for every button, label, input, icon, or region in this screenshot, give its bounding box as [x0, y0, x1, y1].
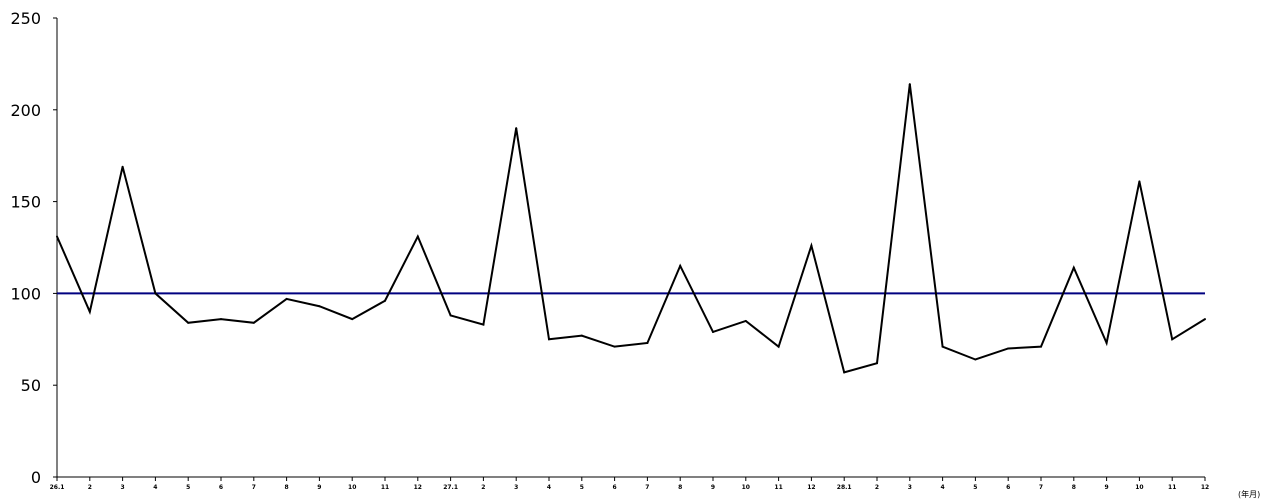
x-tick-label: 3	[121, 484, 125, 491]
data-point	[679, 264, 682, 267]
data-point	[121, 165, 124, 168]
data-point	[154, 292, 157, 295]
x-tick-label: 2	[481, 484, 485, 491]
data-point	[1040, 345, 1042, 348]
x-tick-label: 26.1	[50, 484, 65, 491]
x-tick-label: 9	[711, 484, 715, 491]
y-tick-label: 0	[31, 468, 41, 487]
data-point	[515, 127, 518, 130]
data-point	[908, 83, 911, 86]
x-tick-label: 3	[514, 484, 518, 491]
x-tick-label: 5	[973, 484, 977, 491]
x-tick-label: 7	[252, 484, 256, 491]
data-point	[777, 345, 780, 348]
y-tick-label: 100	[10, 284, 41, 303]
data-point	[252, 321, 255, 324]
x-tick-label: 7	[1039, 484, 1043, 491]
data-point	[384, 299, 386, 302]
data-point	[1204, 318, 1206, 321]
data-point	[1072, 266, 1075, 269]
data-point	[449, 314, 452, 317]
x-tick-label: 27.1	[443, 484, 458, 491]
data-point	[1007, 347, 1010, 350]
x-tick-label: 11	[1168, 484, 1176, 491]
data-point	[416, 235, 419, 238]
x-tick-label: 3	[908, 484, 912, 491]
data-point	[646, 341, 649, 344]
data-point	[482, 323, 485, 326]
x-axis: 26.1 2 3 4 5 6 7 8 9 10 11 12 27.1 2 3 4 5 6 7 8 9 10 11 12 28.1…	[50, 476, 1209, 491]
x-axis-unit-label: (年月)	[1238, 489, 1260, 499]
x-tick-label: 9	[317, 484, 321, 491]
data-point	[941, 345, 944, 348]
y-tick-label: 200	[10, 101, 41, 120]
x-tick-label: 4	[153, 484, 157, 491]
data-point	[187, 321, 190, 324]
x-tick-label: 7	[645, 484, 649, 491]
data-point	[580, 334, 583, 337]
data-point	[712, 330, 714, 333]
x-tick-label: 2	[875, 484, 879, 491]
x-tick-label: 2	[88, 484, 92, 491]
data-point	[88, 310, 91, 313]
x-tick-label: 11	[774, 484, 782, 491]
x-tick-label: 6	[613, 484, 617, 491]
data-point	[843, 371, 846, 374]
y-tick-label: 250	[10, 9, 41, 28]
x-tick-label: 10	[348, 484, 356, 491]
x-tick-label: 8	[1072, 484, 1076, 491]
x-tick-label: 6	[219, 484, 223, 491]
data-point	[876, 362, 878, 365]
x-tick-label: 6	[1006, 484, 1010, 491]
data-point	[1105, 341, 1108, 344]
data-point	[810, 244, 813, 247]
y-tick-label: 50	[21, 376, 41, 395]
data-point	[318, 305, 321, 308]
x-tick-label: 11	[381, 484, 389, 491]
data-point	[285, 297, 288, 300]
series-layer	[56, 83, 1206, 374]
data-point	[548, 338, 550, 341]
series-line-0	[56, 83, 1206, 374]
data-point	[220, 318, 222, 321]
data-point	[1138, 180, 1141, 183]
data-point	[1171, 338, 1174, 341]
x-tick-label: 12	[414, 484, 422, 491]
data-point	[613, 345, 616, 348]
y-tick-label: 150	[10, 193, 41, 212]
x-tick-label: 9	[1105, 484, 1109, 491]
x-tick-label: 8	[678, 484, 682, 491]
x-tick-label: 5	[186, 484, 190, 491]
x-tick-label: 8	[285, 484, 289, 491]
x-tick-label: 10	[742, 484, 750, 491]
y-axis: 0 50 100 150 200 250	[10, 9, 58, 487]
data-point	[974, 358, 977, 361]
data-point	[351, 318, 354, 321]
data-point	[744, 319, 747, 322]
x-tick-label: 4	[547, 484, 551, 491]
x-tick-label: 12	[1201, 484, 1209, 491]
x-tick-label: 4	[941, 484, 945, 491]
data-point	[56, 235, 58, 238]
x-tick-label: 5	[580, 484, 584, 491]
x-tick-label: 12	[807, 484, 815, 491]
x-tick-label: 28.1	[837, 484, 852, 491]
x-tick-label: 10	[1135, 484, 1143, 491]
